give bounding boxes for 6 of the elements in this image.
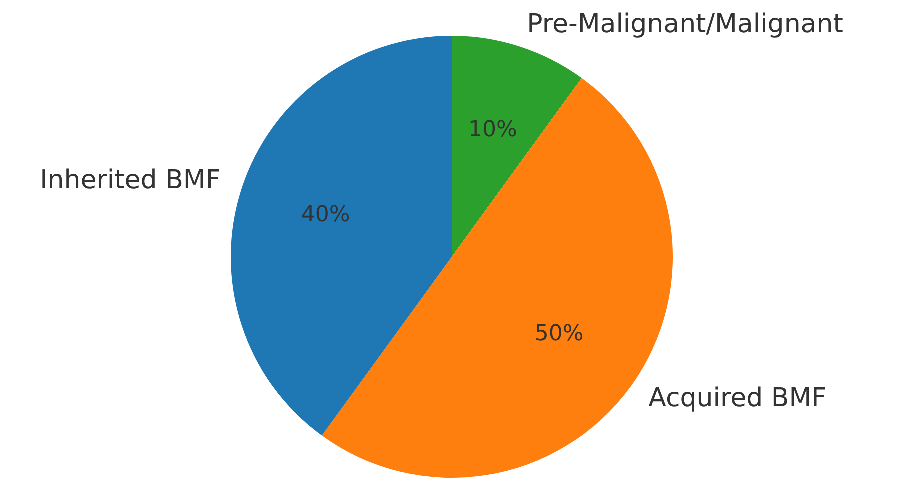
slice-label: Acquired BMF [648, 384, 827, 414]
data-label: 40% [301, 202, 350, 228]
data-label: 10% [468, 118, 518, 143]
data-label: 50% [534, 322, 584, 347]
slice-label: Inherited BMF [40, 166, 221, 196]
slice-label: Pre-Malignant/Malignant [527, 10, 844, 40]
